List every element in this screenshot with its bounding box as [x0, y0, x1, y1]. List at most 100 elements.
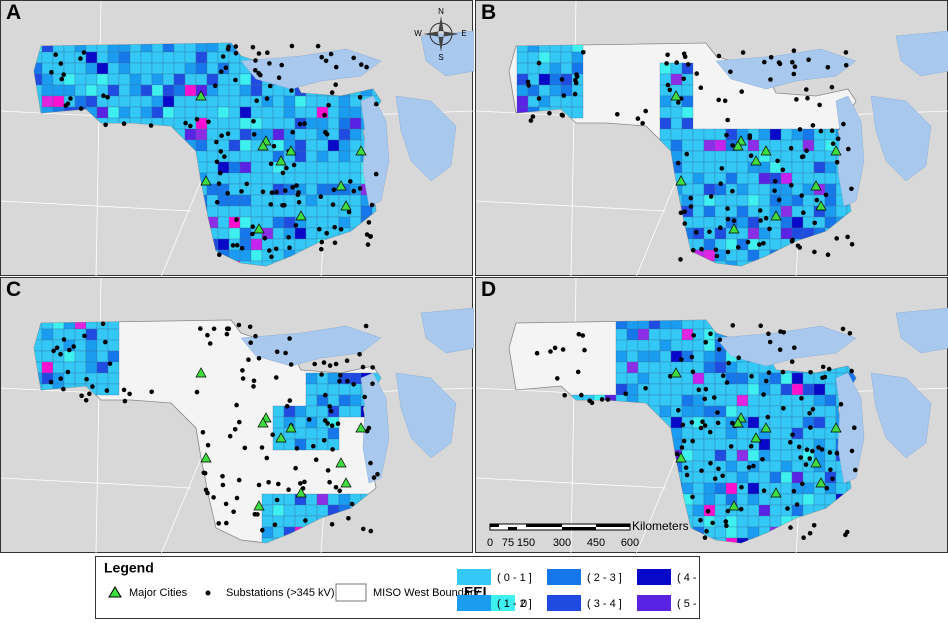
county [151, 128, 164, 141]
county [184, 139, 197, 152]
county [107, 84, 120, 97]
substation [605, 397, 611, 402]
county [769, 405, 782, 418]
county [659, 172, 672, 185]
county [34, 339, 43, 352]
county [63, 227, 76, 240]
substation [323, 392, 328, 398]
county [383, 239, 394, 250]
county [316, 216, 329, 229]
substation [845, 234, 850, 240]
county [195, 260, 208, 266]
substation [327, 404, 333, 409]
substation [804, 447, 810, 452]
county [63, 106, 76, 119]
county [637, 405, 650, 418]
substation-symbol [205, 590, 211, 596]
county [41, 150, 54, 163]
county [659, 227, 672, 240]
substation [803, 462, 809, 467]
county [371, 73, 381, 86]
county [173, 194, 186, 207]
county [41, 95, 54, 108]
county [327, 205, 340, 218]
county [63, 238, 76, 251]
county [692, 216, 705, 229]
county [173, 95, 186, 108]
county [118, 106, 131, 119]
substation [322, 438, 327, 443]
county [824, 205, 837, 218]
substation [361, 526, 366, 532]
substation [728, 444, 734, 449]
county [316, 405, 329, 418]
substation [328, 51, 334, 57]
county [294, 504, 307, 517]
county [758, 194, 771, 207]
substation [242, 445, 248, 451]
county [692, 128, 705, 141]
county [626, 350, 639, 363]
substation [282, 202, 287, 208]
county [118, 238, 131, 251]
substation [846, 146, 851, 152]
county [516, 62, 529, 75]
county [250, 238, 263, 251]
county [349, 405, 362, 418]
county [383, 184, 394, 195]
county [34, 117, 43, 130]
county [85, 361, 98, 374]
county [162, 150, 175, 163]
substation [834, 160, 840, 165]
county [681, 320, 694, 330]
county [173, 106, 186, 119]
county [648, 438, 661, 451]
county [769, 383, 782, 396]
county [516, 84, 529, 97]
county [85, 183, 98, 196]
substation [205, 332, 210, 338]
county [41, 117, 54, 130]
county [615, 416, 628, 429]
map [1, 1, 474, 277]
substation [682, 221, 688, 226]
county [283, 537, 296, 543]
substation [81, 50, 87, 55]
substation [674, 60, 679, 65]
substation [366, 220, 372, 225]
substation [302, 121, 307, 126]
substation [812, 249, 817, 255]
county [338, 150, 351, 163]
county [327, 117, 340, 130]
county [637, 482, 650, 495]
substation [253, 333, 258, 339]
county [615, 482, 628, 495]
county [538, 43, 551, 53]
county [703, 183, 716, 196]
legend: Legend Major Cities Substations (>345 kV… [95, 556, 890, 619]
substation [573, 78, 578, 83]
county [272, 249, 285, 262]
substation [725, 216, 731, 222]
county [736, 493, 749, 506]
substation [726, 360, 731, 366]
county [780, 394, 793, 407]
county [835, 482, 848, 495]
county [52, 183, 65, 196]
county [129, 183, 142, 196]
substation [843, 532, 848, 538]
county [217, 73, 230, 86]
county [858, 384, 869, 395]
county [184, 161, 197, 174]
substation [375, 472, 380, 477]
county [107, 161, 120, 174]
substation [748, 153, 754, 158]
county [626, 328, 639, 341]
substation [205, 490, 210, 496]
county [824, 238, 837, 251]
substation [766, 370, 772, 375]
county [107, 62, 120, 75]
county [162, 172, 175, 185]
county [626, 361, 639, 374]
